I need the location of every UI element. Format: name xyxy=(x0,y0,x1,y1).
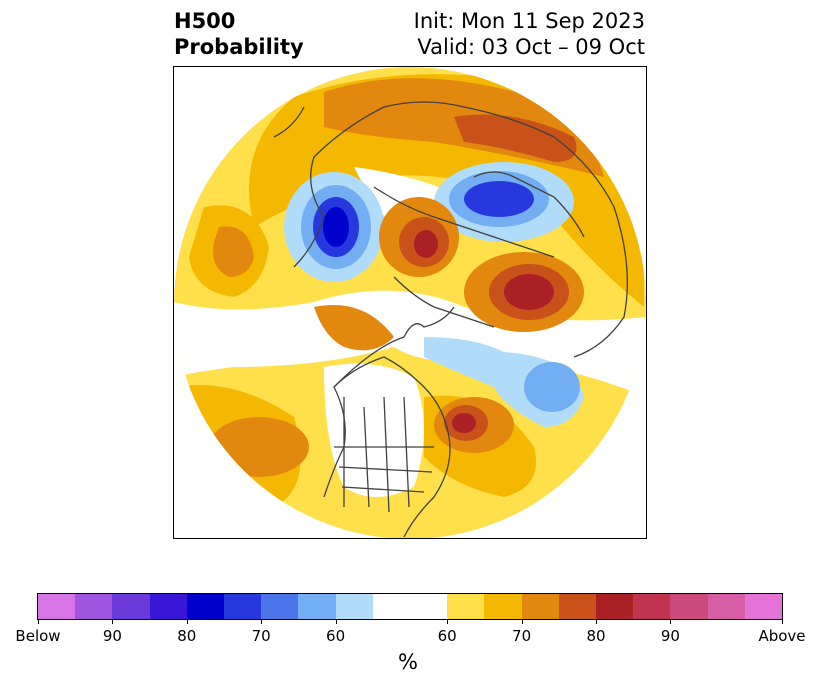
colorbar-segment xyxy=(75,594,113,619)
anomaly-positive-northamerica-80 xyxy=(452,413,476,433)
colorbar-tick xyxy=(521,620,523,624)
title-variable: H500 xyxy=(174,9,236,33)
colorbar-tick xyxy=(261,620,263,624)
chart-title: H500 Probability xyxy=(174,8,304,60)
colorbar-segment xyxy=(633,594,671,619)
anomaly-positive-southwest-core xyxy=(209,417,309,477)
colorbar-segment xyxy=(670,594,708,619)
colorbar-tick xyxy=(670,620,672,624)
colorbar-tick xyxy=(112,620,114,624)
anomaly-positive-east-80 xyxy=(504,274,554,310)
colorbar-tick xyxy=(447,620,449,624)
colorbar-segment xyxy=(38,594,76,619)
colorbar-tick-label: Above xyxy=(758,627,806,645)
colorbar-tick-label: Below xyxy=(15,627,61,645)
colorbar-segment xyxy=(186,594,225,619)
colorbar-segment xyxy=(558,594,597,619)
valid-range: Valid: 03 Oct – 09 Oct xyxy=(417,35,645,59)
anomaly-negative-pacific-70 xyxy=(524,362,580,412)
anomaly-positive-west-core xyxy=(213,226,254,277)
anomaly-negative-atlantic-90 xyxy=(323,207,349,247)
colorbar-segment xyxy=(707,594,745,619)
colorbar-segment xyxy=(744,594,783,619)
anomaly-positive-north-peak xyxy=(454,114,577,162)
colorbar-segment xyxy=(224,594,262,619)
colorbar-segment xyxy=(521,594,559,619)
colorbar-segment xyxy=(335,594,373,619)
colorbar-segment xyxy=(261,594,299,619)
title-type: Probability xyxy=(174,35,304,59)
date-info: Init: Mon 11 Sep 2023 Valid: 03 Oct – 09… xyxy=(414,8,645,60)
colorbar-tick-label: 80 xyxy=(586,627,606,645)
colorbar-unit: % xyxy=(398,650,418,674)
colorbar-segment xyxy=(112,594,150,619)
colorbar-segment xyxy=(596,594,634,619)
map-canvas xyxy=(174,67,646,538)
colorbar xyxy=(37,593,783,620)
colorbar-tick-label: 60 xyxy=(326,627,346,645)
anomaly-positive-central-80 xyxy=(414,230,438,258)
colorbar-tick-label: 70 xyxy=(251,627,271,645)
colorbar-segment xyxy=(298,594,336,619)
colorbar-tick-label: 90 xyxy=(660,627,680,645)
colorbar-tick-label: 80 xyxy=(177,627,197,645)
colorbar-tick-label: 60 xyxy=(437,627,457,645)
colorbar-tick xyxy=(596,620,597,624)
neutral-usa xyxy=(324,363,424,497)
colorbar-tick-label: 70 xyxy=(512,627,532,645)
probability-map xyxy=(173,66,647,539)
colorbar-tick xyxy=(782,620,783,624)
colorbar-tick xyxy=(335,620,337,624)
colorbar-tick-label: 90 xyxy=(102,627,122,645)
colorbar-segment xyxy=(149,594,187,619)
colorbar-segment xyxy=(484,594,522,619)
anomaly-negative-siberia-80 xyxy=(464,181,534,217)
colorbar-tick xyxy=(186,620,188,624)
anomaly-positive-greenland xyxy=(314,305,394,351)
init-date: Init: Mon 11 Sep 2023 xyxy=(413,9,645,33)
neutral-band xyxy=(174,290,646,397)
colorbar-segment xyxy=(447,594,485,619)
colorbar-segment xyxy=(372,594,448,619)
colorbar-tick xyxy=(38,620,39,624)
